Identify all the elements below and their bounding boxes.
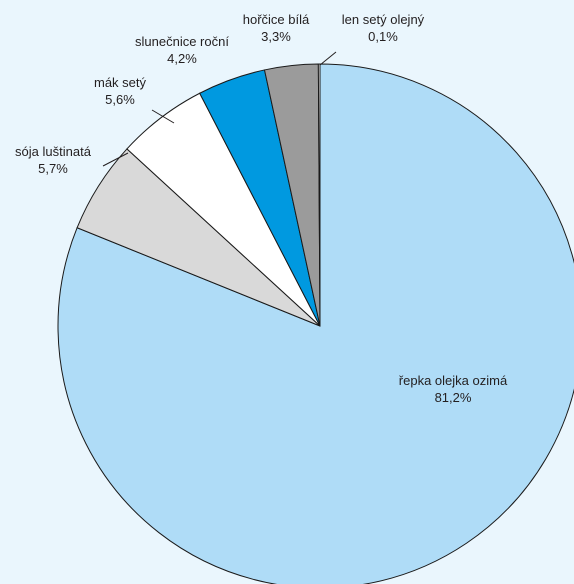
- slice-label-name: řepka olejka ozimá: [399, 373, 508, 388]
- leader-line: [151, 109, 175, 124]
- slice-label-value: 81,2%: [435, 390, 472, 405]
- slice-label-value: 4,2%: [167, 51, 197, 66]
- slice-label-value: 5,6%: [105, 92, 135, 107]
- slice-label-value: 5,7%: [38, 161, 68, 176]
- pie-slice: [317, 63, 321, 327]
- slice-labels: řepka olejka ozimá 81,2% sója luštinatá 5,7…: [15, 12, 508, 405]
- pie-slice: [57, 63, 574, 584]
- leader-line: [319, 51, 337, 66]
- slice-label-name: sója luštinatá: [15, 144, 92, 159]
- slice-label-value: 3,3%: [261, 29, 291, 44]
- leader-line: [102, 152, 129, 167]
- slice-label-value: 0,1%: [368, 29, 398, 44]
- slice-label-name: slunečnice roční: [135, 34, 229, 49]
- slice-label-name: hořčice bílá: [243, 12, 310, 27]
- slice-label-name: len setý olejný: [342, 12, 425, 27]
- slice-label-name: mák setý: [94, 75, 147, 90]
- pie-slices: [57, 63, 574, 584]
- leader-lines: [102, 51, 337, 167]
